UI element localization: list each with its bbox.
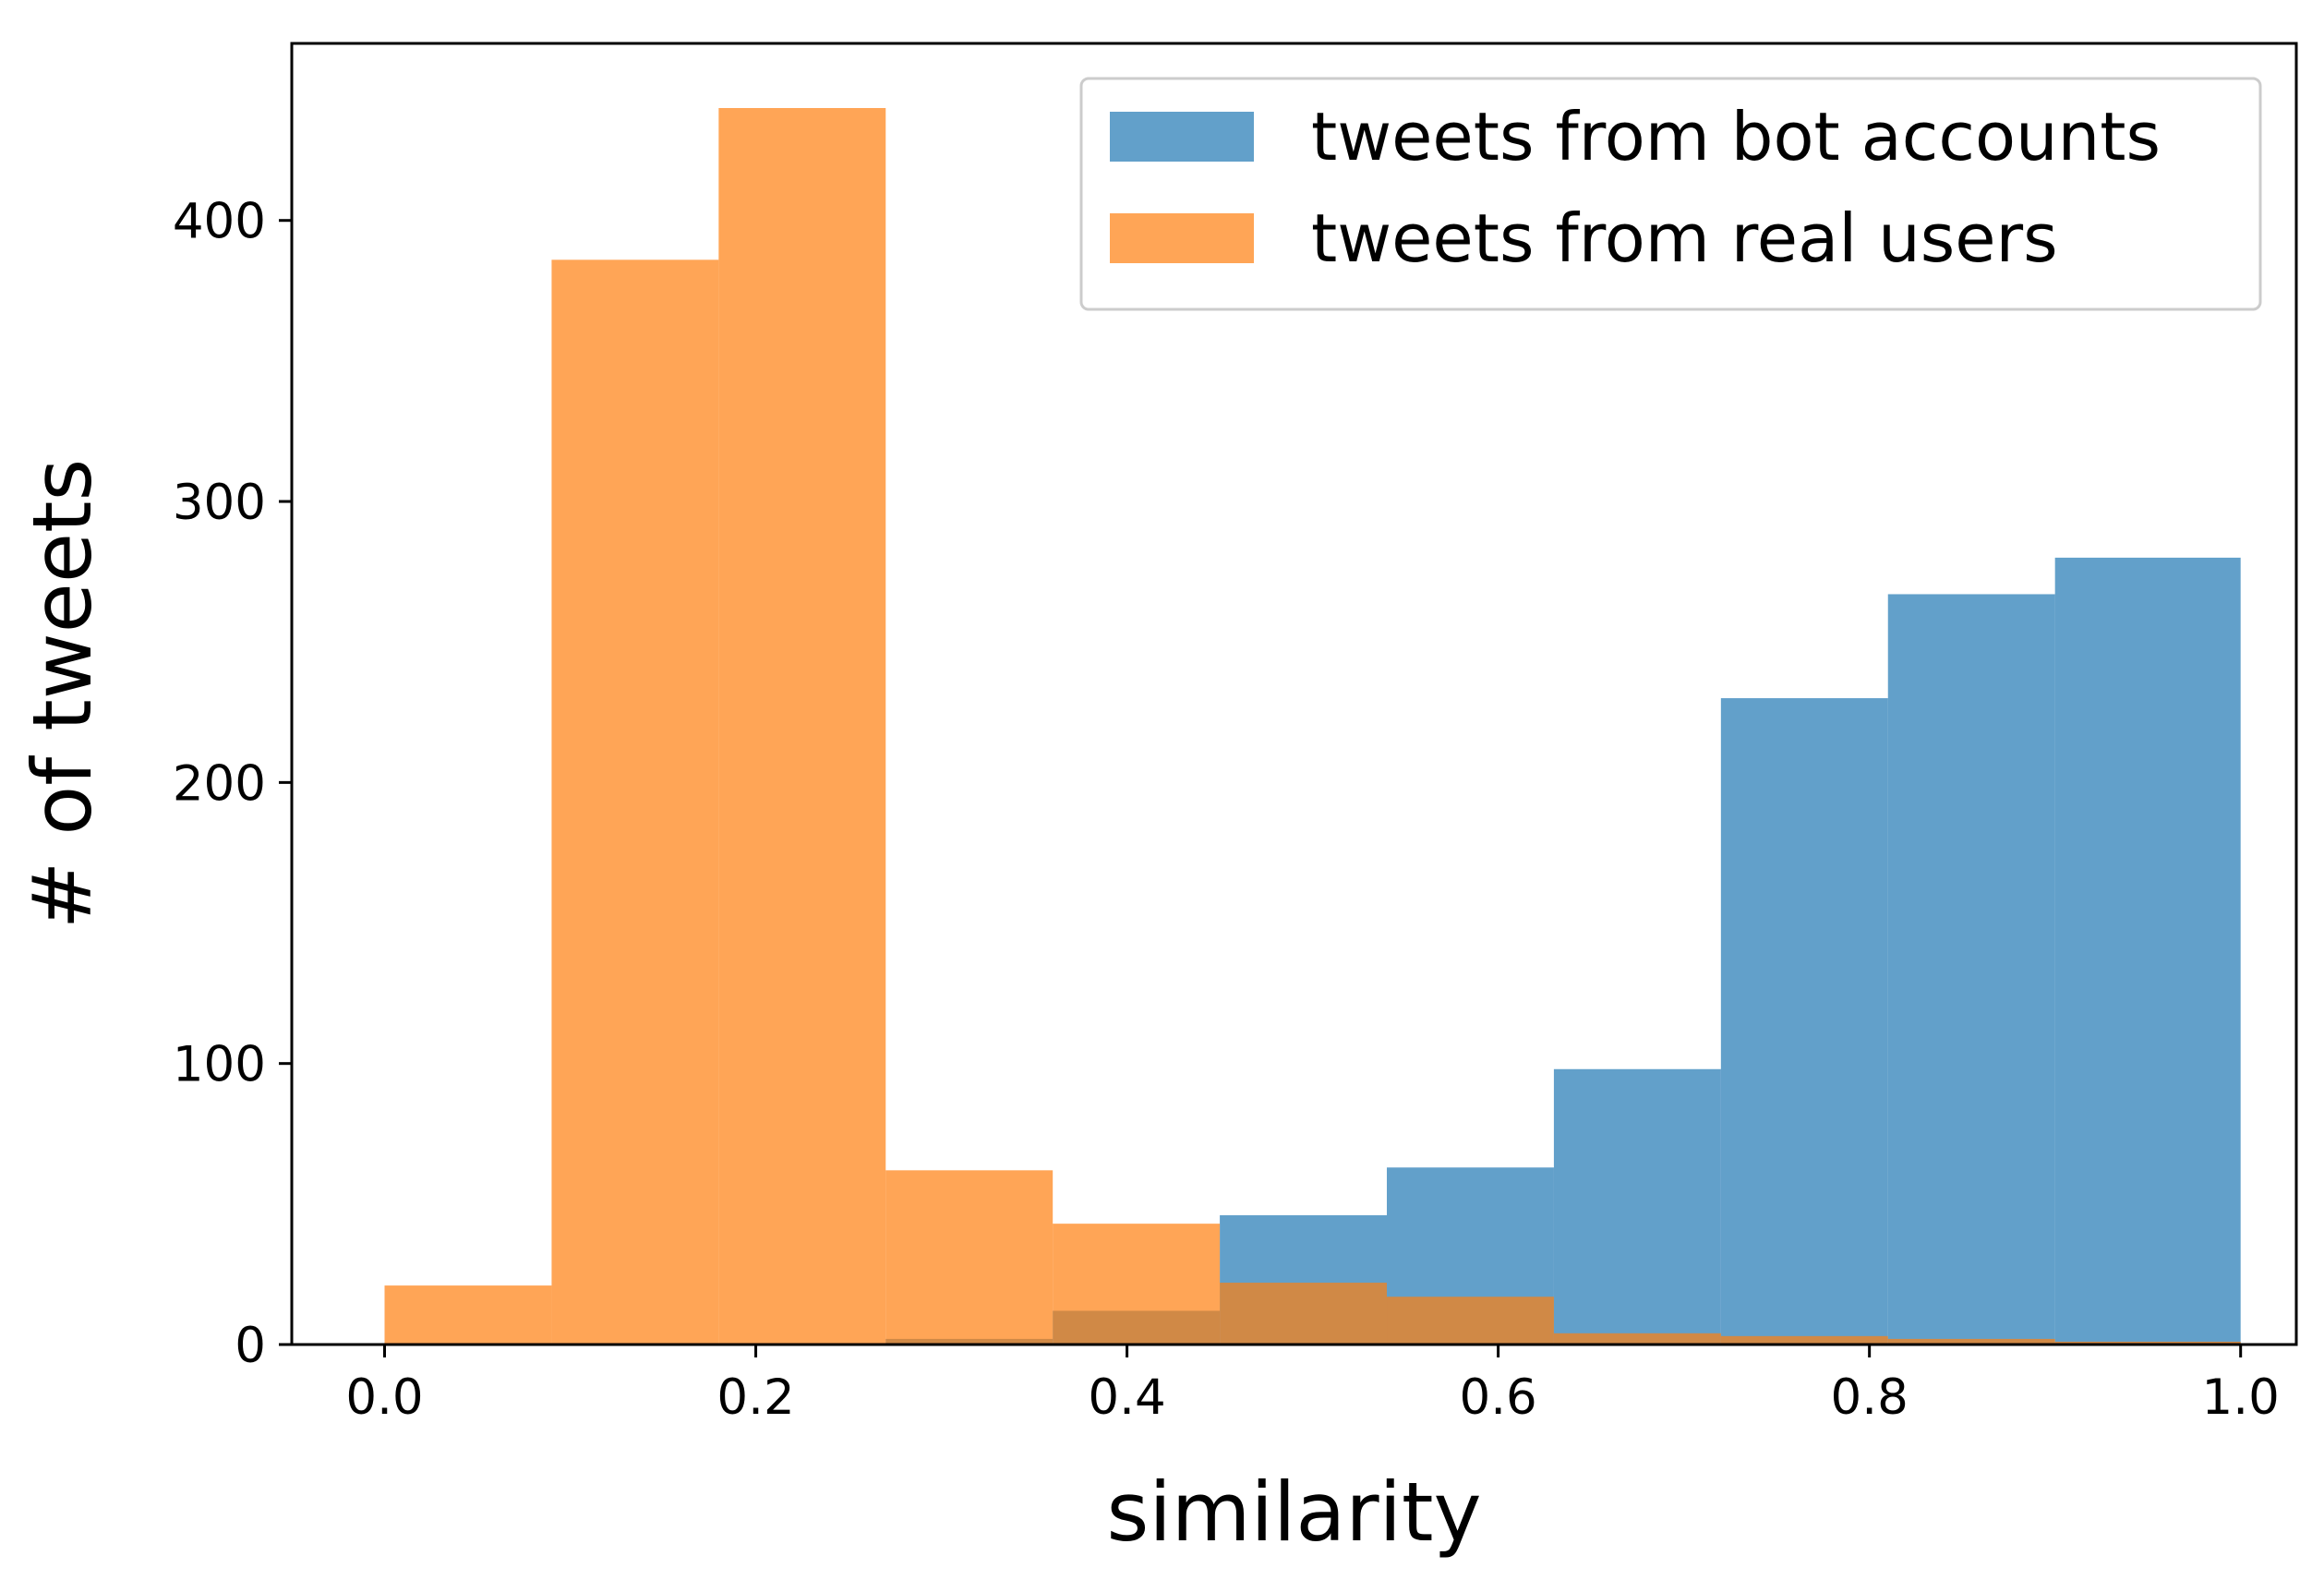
histogram-bar (1720, 698, 1888, 1345)
y-axis-label: # of tweets (15, 459, 110, 930)
y-tick-label: 400 (173, 194, 266, 250)
histogram-bar (2054, 1341, 2241, 1345)
x-tick-label: 0.8 (1831, 1369, 1909, 1426)
histogram-bar (718, 107, 886, 1345)
y-axis-ticks: 0 100 200 300 400 (173, 194, 292, 1374)
histogram-bar (1720, 1335, 1888, 1345)
plot-frame (290, 42, 2298, 1346)
legend-swatch-bot (1110, 112, 1254, 162)
x-tick-label: 0.4 (1088, 1369, 1165, 1426)
x-tick-label: 0.2 (716, 1369, 794, 1426)
histogram-bar (1887, 594, 2055, 1345)
histogram-bar (551, 259, 719, 1345)
histogram-bar (1220, 1283, 1388, 1345)
y-tick-label: 200 (173, 755, 266, 812)
series-real (384, 107, 2241, 1345)
histogram-bar (1887, 1338, 2055, 1345)
x-axis-ticks: 0.0 0.2 0.4 0.6 0.8 1.0 (345, 1345, 2280, 1426)
legend-swatch-real (1110, 213, 1254, 263)
histogram-bar (1387, 1297, 1554, 1345)
y-tick-label: 0 (235, 1318, 266, 1374)
histogram-bar (2054, 557, 2241, 1345)
legend-box (1079, 77, 2262, 311)
y-tick-label: 300 (173, 475, 266, 531)
legend-label-bot: tweets from bot accounts (1311, 98, 2161, 175)
histogram-bar (885, 1170, 1054, 1345)
x-tick-label: 1.0 (2202, 1369, 2280, 1426)
bars-layer (384, 107, 2241, 1345)
legend-label-real: tweets from real users (1311, 199, 2058, 277)
histogram-bar (1553, 1068, 1721, 1345)
x-tick-label: 0.6 (1459, 1369, 1536, 1426)
histogram-bar (384, 1285, 552, 1345)
histogram-bar (1553, 1333, 1721, 1345)
x-axis-label: similarity (1106, 1465, 1481, 1560)
legend: tweets from bot accounts tweets from rea… (1079, 77, 2262, 311)
y-tick-label: 100 (173, 1037, 266, 1093)
histogram-bar (1053, 1224, 1221, 1345)
x-tick-label: 0.0 (345, 1369, 423, 1426)
